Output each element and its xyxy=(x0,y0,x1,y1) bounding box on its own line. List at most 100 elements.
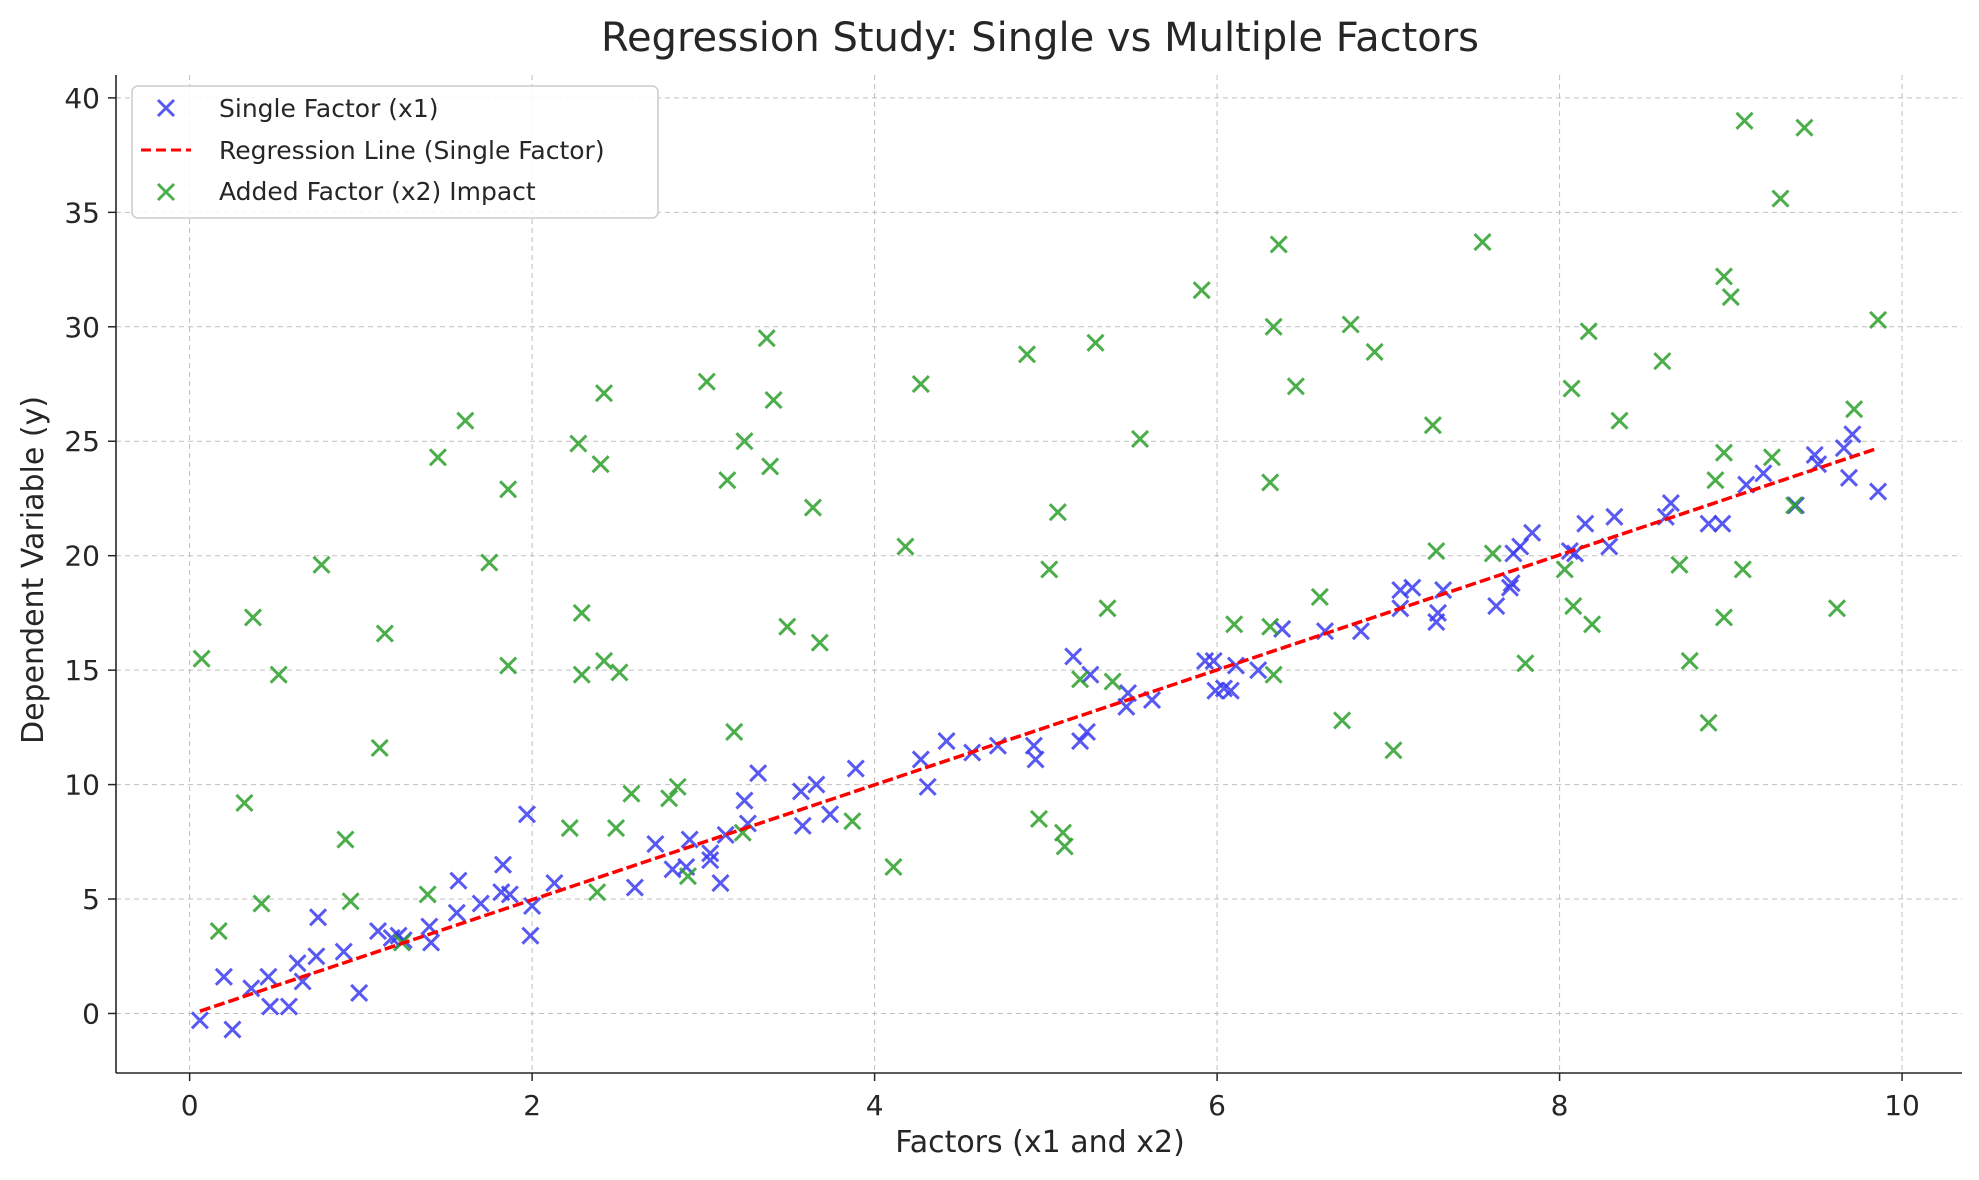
added-factor-point xyxy=(1286,377,1305,396)
single-factor-point xyxy=(680,830,699,849)
legend-x-marker xyxy=(156,182,176,202)
single-factor-point xyxy=(1502,574,1521,593)
added-factor-point xyxy=(660,789,679,808)
added-factor-point xyxy=(606,819,626,838)
single-factor-point xyxy=(1351,622,1371,641)
added-factor-point xyxy=(1653,352,1672,371)
single-factor-point xyxy=(846,759,865,778)
single-factor-point xyxy=(368,922,388,941)
single-factor-point xyxy=(1064,647,1083,666)
added-factor-point xyxy=(1869,310,1888,329)
added-factor-point xyxy=(1261,617,1280,636)
y-tick-label: 0 xyxy=(82,997,100,1030)
added-factor-point xyxy=(764,390,783,410)
single-factor-point xyxy=(625,878,644,897)
x-tick-label: 8 xyxy=(1551,1089,1569,1122)
single-factor-point xyxy=(1487,596,1506,616)
added-factor-point xyxy=(1333,711,1352,730)
single-factor-point xyxy=(1576,514,1595,533)
added-factor-point xyxy=(1427,542,1446,561)
single-factor-point xyxy=(701,844,720,863)
single-factor-point xyxy=(422,933,441,952)
single-factor-point xyxy=(1754,464,1773,483)
added-factor-point xyxy=(312,555,331,574)
added-factor-point xyxy=(480,553,499,572)
added-factor-point xyxy=(778,617,797,636)
added-factor-point xyxy=(1771,189,1790,208)
y-tick-label: 20 xyxy=(64,540,100,573)
y-tick-label: 40 xyxy=(64,82,100,115)
single-factor-point xyxy=(1699,514,1718,533)
added-factor-point xyxy=(243,608,263,627)
legend-marker-single-factor xyxy=(156,98,176,118)
y-tick-label: 25 xyxy=(64,425,100,458)
legend: Single Factor (x1) Regression Line (Sing… xyxy=(131,85,659,219)
legend-x-marker xyxy=(156,98,176,118)
added-factor-point xyxy=(1029,809,1049,828)
single-factor-point xyxy=(447,903,466,922)
added-factor-point xyxy=(622,784,641,803)
y-tick-label: 15 xyxy=(64,654,100,687)
added-factor-point xyxy=(757,329,776,348)
added-factor-point xyxy=(1583,615,1602,634)
added-factor-point xyxy=(1483,544,1502,563)
added-factor-point xyxy=(375,624,394,643)
single-factor-point xyxy=(493,855,513,874)
added-factor-point xyxy=(418,885,437,904)
single-factor-point xyxy=(1523,523,1542,542)
added-factor-point xyxy=(588,883,607,902)
added-factor-point xyxy=(1071,670,1090,689)
single-factor-point xyxy=(309,908,328,927)
ticks: 0 2 4 6 8 10 0 5 10 15 20 25 30 35 40 xyxy=(64,82,1920,1122)
added-factor-point xyxy=(1086,333,1105,352)
added-factor-point xyxy=(1795,118,1814,137)
added-factor-point xyxy=(1555,560,1574,579)
added-factor-point xyxy=(456,411,475,430)
single-factor-point xyxy=(1428,603,1448,622)
added-factor-point xyxy=(572,665,591,684)
single-factor-point xyxy=(1249,661,1268,680)
y-tick-label: 10 xyxy=(64,769,100,802)
added-factor-point xyxy=(1423,416,1442,435)
single-factor-point xyxy=(1071,732,1090,751)
single-factor-point xyxy=(735,791,754,810)
y-tick-label: 35 xyxy=(64,196,100,229)
added-factor-point xyxy=(1845,400,1864,419)
x-tick-label: 0 xyxy=(181,1089,199,1122)
added-factor-point xyxy=(594,384,614,403)
added-factor-point xyxy=(336,830,355,849)
added-factor-point xyxy=(428,448,447,467)
added-factor-point xyxy=(1261,473,1280,492)
added-factor-point xyxy=(1706,471,1725,490)
added-factor-point xyxy=(718,471,737,490)
added-factor-point xyxy=(1714,608,1734,627)
added-factor-point xyxy=(192,649,211,668)
y-tick-label: 5 xyxy=(82,883,100,916)
added-factor-point xyxy=(761,457,780,476)
added-factor-point xyxy=(341,892,360,911)
single-factor-point xyxy=(190,1011,209,1030)
single-factor-point xyxy=(1713,514,1732,533)
single-factor-point xyxy=(449,871,468,890)
regression-line xyxy=(199,446,1879,1013)
legend-label-single-factor: Single Factor (x1) xyxy=(219,94,438,123)
added-factor-point xyxy=(1562,379,1581,398)
axes xyxy=(115,75,1962,1074)
added-factor-point xyxy=(1785,496,1804,515)
added-factor-point xyxy=(560,819,579,838)
added-factor-point xyxy=(1699,713,1718,732)
added-factor-point xyxy=(569,434,588,453)
x-tick-label: 4 xyxy=(866,1089,884,1122)
added-factor-point xyxy=(1225,615,1244,634)
single-factor-series xyxy=(190,425,1888,1039)
added-factor-point xyxy=(1130,429,1150,449)
added-factor-point xyxy=(209,922,228,941)
single-factor-point xyxy=(288,954,307,973)
added-factor-point xyxy=(1192,281,1211,300)
added-factor-point xyxy=(1721,287,1740,307)
single-factor-point xyxy=(1843,425,1862,444)
single-factor-point xyxy=(1605,507,1624,526)
added-factor-point xyxy=(1516,654,1535,673)
chart-title: Regression Study: Single vs Multiple Fac… xyxy=(601,15,1479,61)
added-factor-point xyxy=(1264,317,1283,336)
